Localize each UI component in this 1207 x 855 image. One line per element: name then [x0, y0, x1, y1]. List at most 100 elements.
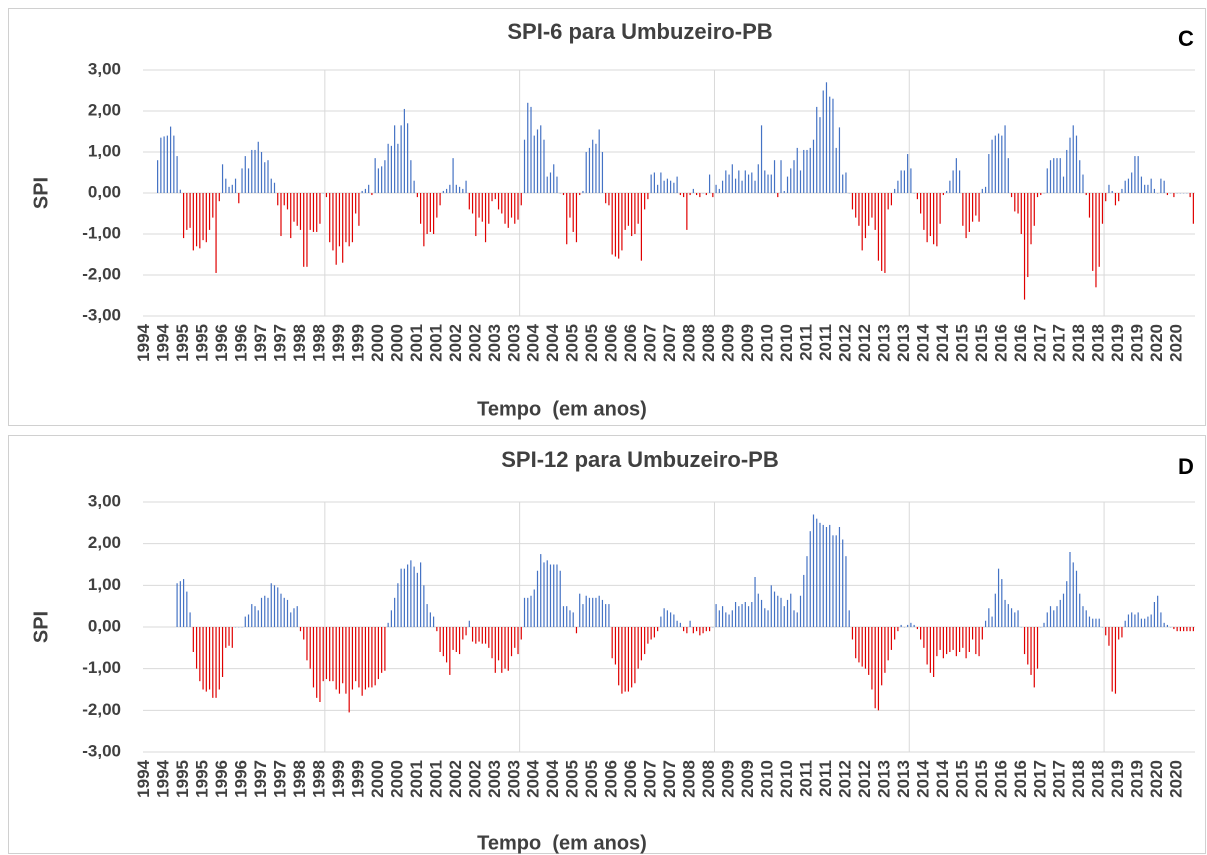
bar [536, 129, 539, 193]
bar [1020, 193, 1022, 234]
bar [1023, 627, 1026, 655]
x-tick-label: 2010 [758, 760, 777, 798]
bar [1095, 193, 1097, 288]
bar [368, 627, 370, 688]
bar [1144, 184, 1146, 193]
x-tick-label: 2006 [621, 760, 640, 798]
bar [816, 106, 818, 193]
bar [176, 583, 178, 627]
bar [751, 172, 753, 193]
x-tick-label: 1998 [290, 760, 309, 798]
bar [478, 193, 480, 218]
x-tick-label: 2015 [972, 760, 991, 798]
bar [358, 193, 360, 226]
bar [819, 522, 821, 627]
bar [955, 158, 957, 193]
bar [770, 585, 772, 627]
x-tick-label: 2016 [1011, 760, 1030, 798]
bar [254, 149, 256, 193]
x-tick-label: 2015 [972, 324, 991, 362]
bar [286, 193, 289, 210]
bar [1179, 627, 1181, 632]
bar [439, 627, 441, 652]
bar [221, 164, 224, 193]
bar [361, 190, 363, 193]
bar [933, 627, 935, 677]
x-tick-label: 1996 [232, 760, 251, 798]
bar [851, 627, 854, 640]
bar [994, 593, 996, 627]
bar [1160, 612, 1162, 627]
bar [978, 193, 980, 222]
bar [1017, 193, 1019, 214]
x-tick-label: 2004 [543, 323, 562, 361]
bar [900, 624, 902, 627]
bar [283, 597, 285, 627]
x-tick-label: 2000 [368, 760, 387, 798]
bar [299, 627, 302, 632]
x-tick-label: 2012 [835, 324, 854, 362]
bar [949, 180, 951, 193]
bar [683, 627, 685, 632]
x-tick-label: 2011 [796, 760, 815, 797]
bar [260, 152, 263, 193]
bar [397, 583, 399, 627]
bar [913, 624, 915, 627]
bar [968, 627, 970, 652]
bar [790, 593, 792, 627]
bar [186, 193, 188, 230]
bar [400, 568, 402, 627]
x-tick-label: 2020 [1167, 324, 1186, 362]
bar [874, 193, 876, 230]
bar [1049, 160, 1052, 193]
bar [572, 193, 574, 232]
bar [618, 627, 620, 686]
bar [325, 627, 328, 680]
y-axis-title: SPI [30, 611, 52, 643]
bar [647, 193, 649, 200]
x-tick-label: 2001 [426, 324, 445, 362]
bar [364, 627, 367, 690]
bar [861, 193, 863, 251]
x-tick-label: 2017 [1030, 324, 1049, 362]
bar [205, 627, 207, 692]
bar [725, 170, 727, 193]
bar [163, 136, 165, 193]
bar [1147, 184, 1149, 193]
bar [627, 193, 630, 226]
bar [1088, 616, 1091, 627]
bar [1085, 610, 1087, 627]
x-tick-label: 2004 [543, 759, 562, 797]
x-tick-label: 1998 [290, 324, 309, 362]
bar [400, 125, 402, 193]
bar [348, 627, 350, 713]
bar [881, 193, 883, 271]
x-tick-label: 2002 [446, 324, 465, 362]
bar [793, 160, 795, 193]
bar [689, 620, 691, 627]
x-tick-label: 2013 [874, 324, 893, 362]
bar [1131, 172, 1133, 193]
bar [838, 527, 841, 627]
bar [290, 193, 292, 239]
bar [1183, 627, 1185, 632]
chart-title: SPI-6 para Umbuzeiro-PB [507, 19, 772, 44]
bar [394, 125, 396, 193]
bar [897, 627, 899, 632]
bar [423, 585, 425, 627]
bar [1001, 579, 1003, 627]
bar [543, 562, 545, 627]
bar [442, 627, 444, 657]
x-tick-label: 1996 [212, 324, 231, 362]
bar [1059, 158, 1061, 193]
bar [1108, 627, 1110, 646]
bar [588, 597, 591, 627]
bar [1153, 602, 1156, 627]
bar [1004, 125, 1006, 193]
bar [546, 176, 548, 193]
panel-frame [8, 8, 1206, 426]
bar [673, 614, 675, 627]
bar [799, 170, 802, 193]
x-tick-label: 2007 [660, 760, 679, 798]
bar [1157, 595, 1159, 627]
